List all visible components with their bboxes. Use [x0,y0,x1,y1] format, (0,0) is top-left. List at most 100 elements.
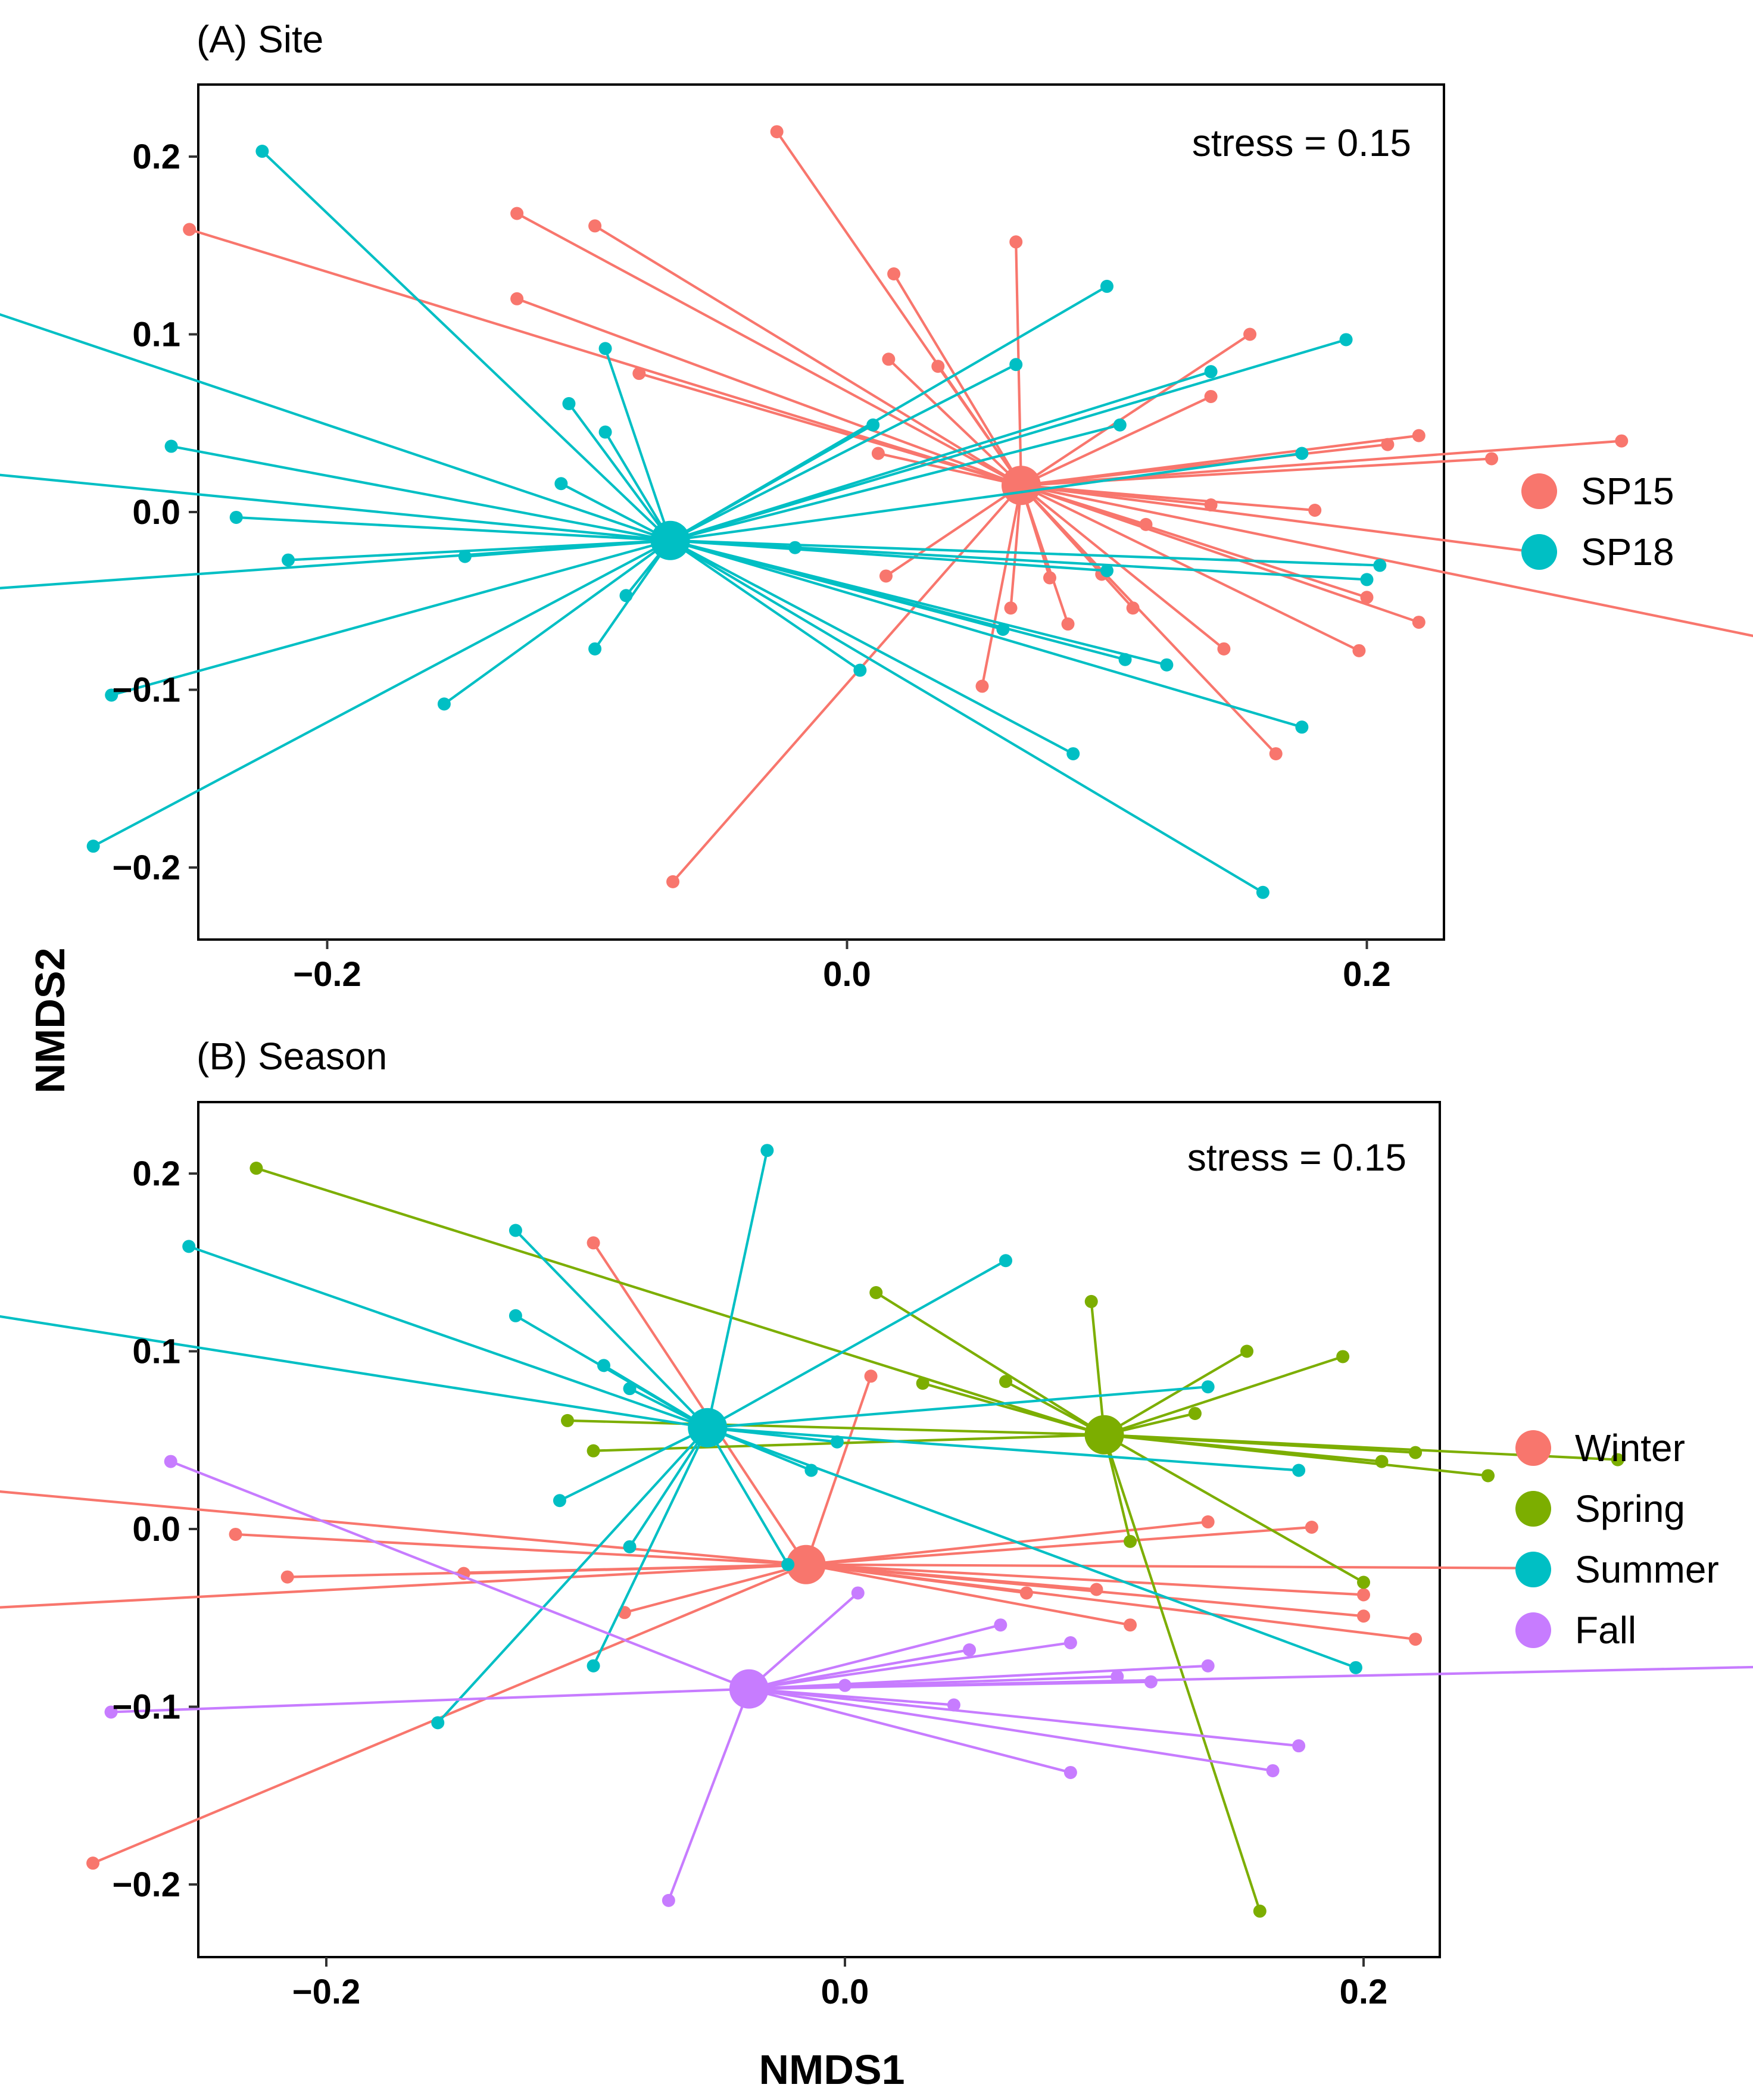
series-winter [0,1236,1531,1870]
summer-spider-line [592,1427,709,1667]
sp18-point [1160,658,1174,672]
panel-season: (B) Season −0.4−0.20.00.20.40.20.10.0−0.… [0,1035,1753,2011]
winter-spider-line [806,1563,1525,1569]
sp15-point [879,569,893,583]
sp15-point [510,207,524,220]
summer-spider-line [603,1364,709,1429]
winter-point [1124,1618,1137,1632]
sp15-spider-line [1021,484,1360,652]
sp15-spider-line [594,224,1022,487]
sp15-spider-line [937,366,1022,486]
spring-point [249,1162,263,1175]
sp18-point [788,541,802,554]
winter-spider-line [806,1520,1208,1566]
summer-spider-line [514,1230,709,1429]
sp15-spider-line [516,297,1022,487]
sp15-spider-line [893,273,1022,486]
legend-key-spring [1515,1491,1551,1527]
fall-point [104,1705,118,1719]
sp18-point [1113,418,1127,432]
fall-spider-line [667,1688,750,1901]
winter-spider-line [235,1533,806,1566]
sp15-point [1009,235,1023,249]
sp18-spider-line [261,150,672,542]
spring-point [561,1413,575,1427]
summer-point [804,1464,818,1477]
sp18-spider-line [560,482,671,542]
spring-point [1357,1575,1370,1589]
fall-point [164,1455,177,1468]
sp18-point [86,840,100,853]
fall-point [963,1643,977,1656]
sp15-point [887,267,901,281]
sp18-point [1100,564,1113,578]
panel-site-axes: −0.4−0.20.00.20.40.20.10.0−0.1−0.2 [113,138,1391,994]
winter-centroid [786,1544,826,1584]
sp18-point [562,397,576,410]
sp18-point [1339,333,1353,347]
season-x-tick-label: 0.2 [1340,1973,1388,2011]
panel-season-legend: Winter Spring Summer Fall [1515,1427,1719,1652]
sp18-spider-line [670,338,1347,542]
legend-item-sp15: SP15 [1521,470,1674,513]
sp18-point [1009,358,1023,372]
sp15-point [1412,616,1426,629]
legend-key-winter [1515,1430,1551,1466]
sp18-point [1066,747,1080,760]
summer-point [597,1359,610,1372]
sp15-point [1243,327,1257,341]
legend-label-spring: Spring [1575,1487,1685,1530]
sp18-spider-line [670,452,1302,542]
sp15-spider-line [887,358,1022,486]
fall-spider-line [748,1680,1151,1690]
summer-point [760,1144,774,1157]
sp18-spider-line [670,539,1167,666]
fall-point [994,1618,1007,1632]
sp15-point [1615,434,1629,448]
x-axis-title: NMDS1 [759,2046,904,2093]
fall-spider-line [748,1641,1071,1690]
sp18-spider-line [669,539,1074,755]
spring-point [1375,1455,1389,1468]
season-x-tick-label: −0.2 [292,1973,361,2011]
sp18-spider-line [669,539,861,672]
panel-season-stress-label: stress = 0.15 [1187,1136,1406,1179]
spring-spider-line [1103,1350,1248,1436]
summer-point [1292,1464,1306,1477]
spring-point [1188,1406,1202,1420]
summer-spider-line [706,1150,769,1428]
summer-point [781,1558,795,1571]
winter-spider-line [806,1563,1131,1627]
summer-spider-line [707,1386,1208,1429]
fall-spider-line [748,1624,1001,1690]
fall-point [947,1698,960,1712]
fall-spider-line [748,1592,859,1690]
winter-point [1357,1588,1370,1602]
fall-point [838,1678,851,1692]
sp18-centroid [650,520,690,560]
sp18-spider-line [171,445,671,542]
sp18-spider-line [670,370,1212,542]
spring-spider-line [1090,1301,1106,1435]
summer-point [553,1494,566,1508]
sp18-point [1100,279,1113,293]
summer-spider-line [188,1245,708,1429]
sp15-point [882,352,896,366]
sp18-point [1118,653,1132,666]
winter-spider-line [806,1563,1364,1618]
sp18-point [1295,720,1309,734]
winter-point [229,1527,242,1541]
sp18-point [853,663,867,677]
site-y-tick-label: 0.0 [132,493,180,532]
site-x-tick-label: 0.2 [1343,955,1391,994]
sp15-spider-line [1020,484,1225,650]
winter-spider-line [463,1563,806,1575]
summer-spider-line [559,1426,709,1502]
panel-season-data [0,1144,1753,1918]
sp15-point [666,875,680,888]
winter-spider-line [806,1563,1416,1641]
panel-site-data [0,125,1753,899]
sp15-point [1204,498,1218,512]
sp15-spider-line [1021,484,1420,624]
